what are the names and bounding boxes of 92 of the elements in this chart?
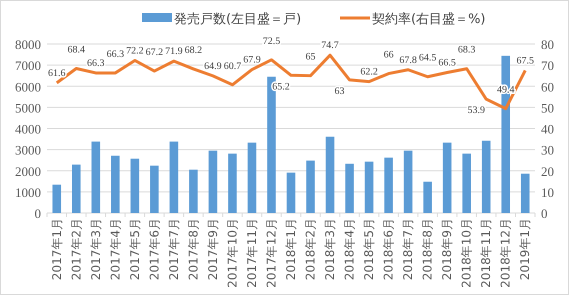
bar [520, 174, 530, 213]
x-tick-label: 2018年8月 [420, 218, 435, 280]
x-tick-label: 2018年4月 [342, 218, 357, 280]
x-tick-label: 2017年10月 [225, 218, 240, 288]
bar [442, 142, 452, 213]
bar [92, 142, 100, 213]
bar [189, 170, 198, 213]
y-tick-label: 4000 [15, 122, 41, 136]
x-tick-label: 2017年5月 [128, 218, 142, 280]
y2-tick-label: 50 [541, 100, 554, 116]
x-tick-label: 2018年9月 [440, 218, 454, 280]
x-tick-label: 2018年10月 [460, 218, 474, 288]
data-label: 67.8 [399, 54, 417, 66]
data-label: 67.9 [243, 54, 261, 66]
bar [423, 182, 432, 213]
bar [482, 140, 490, 213]
bar [404, 150, 412, 213]
data-label: 68.3 [458, 44, 476, 56]
y-tick-label: 0 [34, 206, 41, 221]
bar [150, 166, 159, 213]
data-label: 68.2 [184, 44, 202, 56]
data-label: 65 [306, 52, 316, 63]
x-tick-label: 2017年7月 [166, 218, 181, 280]
data-label: 64.9 [204, 60, 222, 72]
bar [462, 154, 471, 213]
data-label: 66.3 [87, 58, 105, 69]
y2-tick-label: 80 [541, 37, 554, 52]
x-tick-label: 2017年2月 [69, 218, 84, 280]
bar [52, 184, 62, 213]
data-label: 62.2 [360, 66, 378, 78]
data-label: 66.5 [438, 58, 456, 69]
data-label: 53.9 [467, 105, 485, 116]
y2-tick-label: 0 [541, 206, 548, 221]
y2-tick-label: 30 [541, 142, 554, 158]
bar [228, 154, 237, 213]
bar [384, 158, 393, 213]
data-label: 66.3 [106, 48, 124, 60]
bar [364, 162, 374, 213]
y2-tick-label: 20 [541, 164, 554, 179]
x-tick-label: 2017年4月 [108, 218, 122, 280]
x-tick-label: 2019年1月 [518, 218, 532, 280]
data-label: 68.4 [68, 44, 86, 56]
x-tick-label: 2018年1月 [284, 218, 298, 280]
y2-tick-label: 40 [541, 122, 554, 136]
data-label: 49.4 [496, 84, 514, 96]
data-label: 72.5 [262, 36, 280, 47]
data-label: 64.5 [418, 52, 436, 64]
x-tick-label: 2018年3月 [323, 218, 338, 280]
y2-tick-label: 60 [541, 79, 554, 94]
bar [72, 164, 81, 213]
x-tick-label: 2018年12月 [498, 218, 513, 288]
x-tick-label: 2018年5月 [362, 218, 376, 280]
bar [345, 164, 354, 213]
bar [326, 136, 334, 213]
bar [111, 156, 120, 213]
x-tick-label: 2017年11月 [244, 218, 259, 288]
bar [208, 150, 218, 213]
legend-label: 契約率(右目盛＝%) [372, 11, 486, 27]
y-tick-label: 5000 [15, 100, 41, 116]
y-tick-label: 1000 [15, 184, 41, 200]
x-tick-label: 2017年1月 [50, 218, 64, 280]
x-tick-label: 2018年2月 [304, 218, 318, 280]
data-label: 63 [334, 86, 345, 97]
x-tick-label: 2017年8月 [186, 218, 200, 280]
x-tick-label: 2018年7月 [401, 218, 416, 280]
data-label: 72.2 [126, 45, 144, 56]
legend-label: 発売戸数(左目盛＝戸) [174, 12, 302, 27]
data-label: 67.2 [146, 47, 164, 58]
x-tick-label: 2017年12月 [264, 218, 278, 288]
data-label: 61.6 [48, 68, 66, 79]
bar [306, 160, 315, 213]
x-tick-label: 2017年6月 [147, 218, 162, 280]
bar [170, 142, 178, 213]
y-tick-label: 3000 [15, 142, 41, 158]
y2-tick-label: 70 [541, 58, 554, 74]
x-tick-label: 2017年3月 [88, 218, 103, 280]
y-tick-label: 8000 [15, 37, 41, 52]
data-label: 66 [384, 50, 394, 61]
bar [130, 158, 140, 213]
data-label: 71.9 [165, 46, 183, 58]
x-tick-label: 2018年6月 [382, 218, 396, 280]
bar [248, 142, 256, 213]
y-tick-label: 7000 [15, 58, 41, 74]
y-tick-label: 6000 [15, 79, 41, 94]
y-tick-label: 2000 [15, 164, 41, 179]
data-label: 74.7 [321, 40, 339, 52]
x-tick-label: 2017年9月 [206, 218, 220, 280]
data-label: 60.7 [224, 60, 242, 72]
x-tick-label: 2018年11月 [479, 218, 494, 288]
y2-tick-label: 10 [541, 184, 554, 200]
bar [286, 172, 296, 213]
data-label: 67.5 [516, 55, 534, 66]
